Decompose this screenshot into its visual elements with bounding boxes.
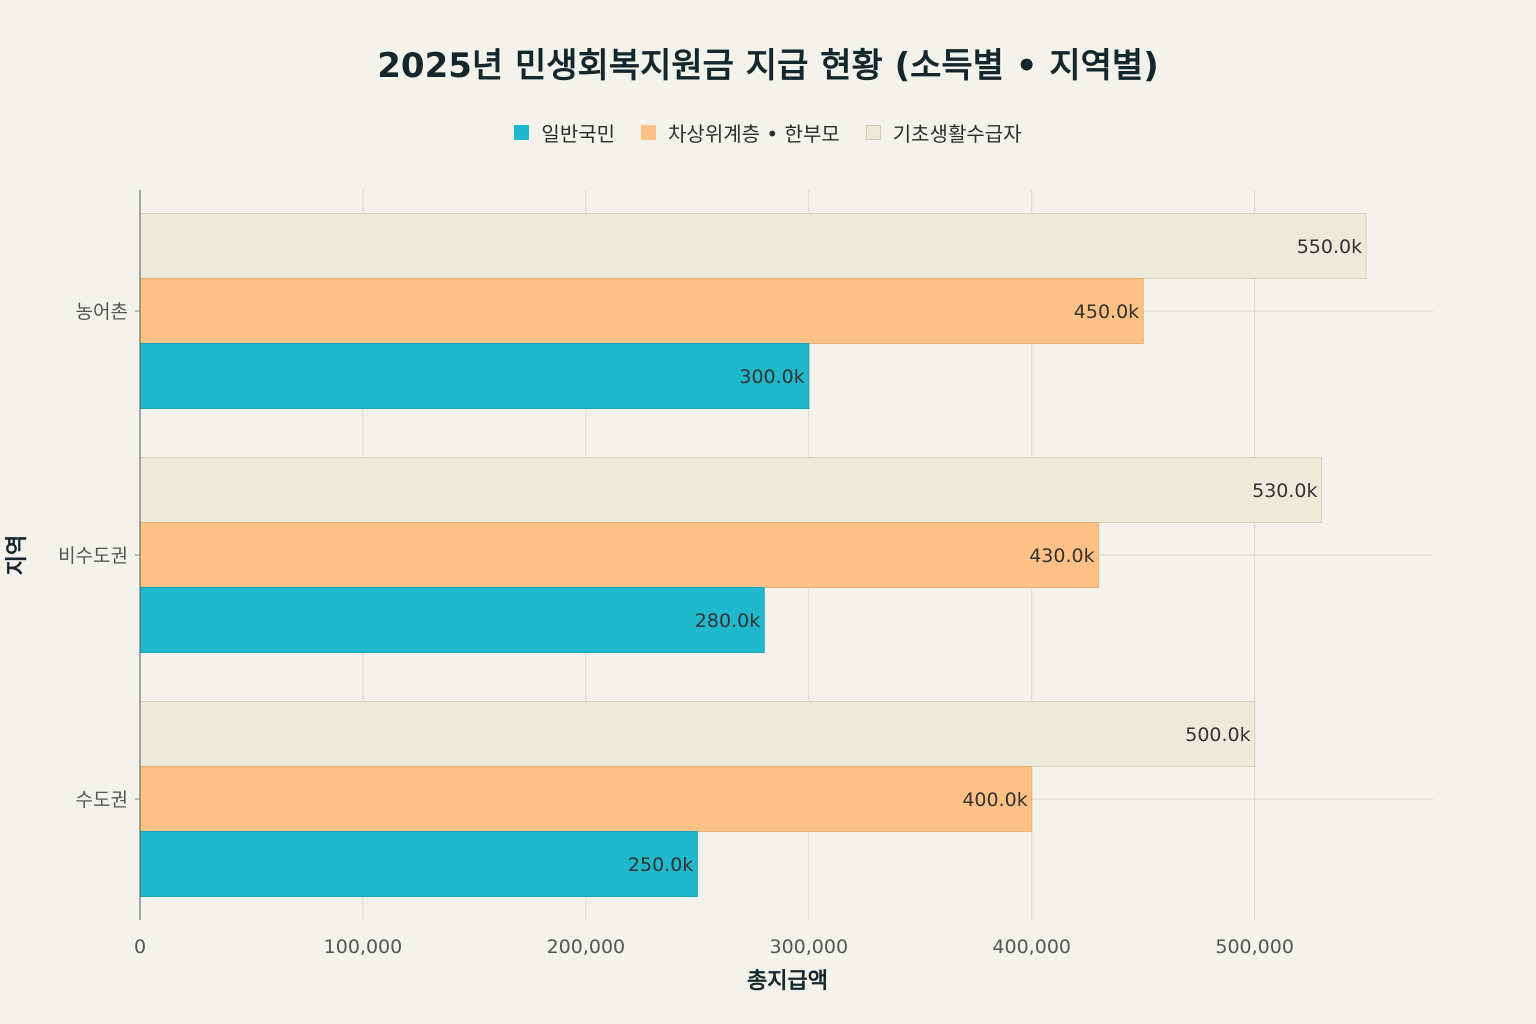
x-tick-label: 300,000 — [770, 936, 849, 958]
bar — [139, 522, 1100, 588]
x-tick-label: 100,000 — [324, 936, 403, 958]
bar — [139, 587, 765, 653]
bar-value-label: 550.0k — [1297, 236, 1362, 258]
y-tick-label: 수도권 — [76, 789, 128, 811]
bar-value-label: 250.0k — [628, 854, 693, 876]
legend-label: 차상위계층 • 한부모 — [668, 122, 840, 146]
bar-value-label: 530.0k — [1252, 480, 1317, 502]
legend-swatch — [514, 125, 530, 140]
x-tick-label: 500,000 — [1215, 936, 1294, 958]
legend: 일반국민 차상위계층 • 한부모 기초생활수급자 — [0, 118, 1536, 147]
x-tick-label: 200,000 — [547, 936, 626, 958]
legend-swatch — [641, 125, 657, 140]
bar-value-label: 430.0k — [1029, 545, 1094, 567]
bar — [139, 278, 1144, 344]
bar-value-label: 300.0k — [739, 366, 804, 388]
x-tick-label: 0 — [134, 936, 146, 958]
bar-value-label: 280.0k — [695, 610, 760, 632]
x-tick-label: 400,000 — [992, 936, 1071, 958]
bar — [139, 831, 698, 897]
bar-value-label: 400.0k — [962, 789, 1027, 811]
legend-label: 일반국민 — [541, 122, 616, 146]
y-tick-label: 농어촌 — [76, 301, 128, 323]
bar — [139, 457, 1323, 523]
chart-title: 2025년 민생회복지원금 지급 현황 (소득별 • 지역별) — [377, 46, 1159, 86]
bar — [139, 701, 1256, 767]
x-axis-title: 총지급액 — [747, 969, 828, 994]
y-axis-title: 지역 — [5, 535, 30, 575]
bar-value-label: 500.0k — [1185, 724, 1250, 746]
legend-swatch — [865, 125, 881, 140]
legend-item: 일반국민 — [514, 118, 615, 147]
bar-value-label: 450.0k — [1074, 301, 1139, 323]
legend-label: 기초생활수급자 — [892, 122, 1022, 146]
bar — [139, 213, 1367, 279]
y-tick-label: 비수도권 — [58, 545, 128, 567]
bar — [139, 343, 810, 409]
bar — [139, 766, 1033, 832]
legend-item: 기초생활수급자 — [865, 118, 1022, 147]
legend-item: 차상위계층 • 한부모 — [641, 118, 840, 147]
